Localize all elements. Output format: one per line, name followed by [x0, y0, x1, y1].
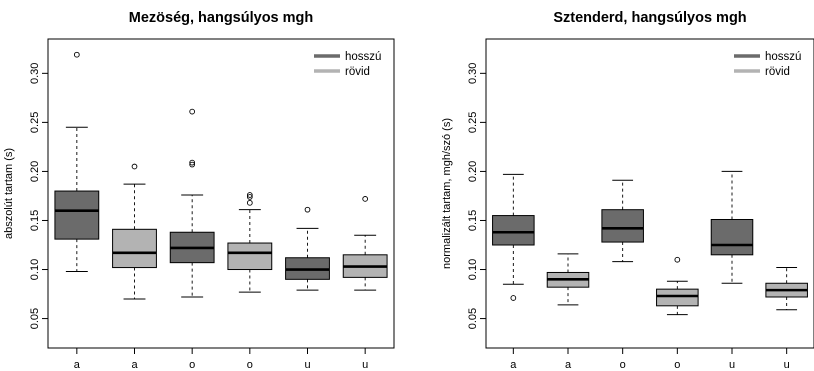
y-tick-label: 0.20 — [29, 161, 41, 182]
outlier-point — [363, 196, 368, 201]
box-iqr — [711, 219, 753, 254]
y-tick-label: 0.30 — [467, 63, 479, 84]
plot-frame — [486, 39, 814, 348]
box-2 — [113, 164, 157, 299]
legend-label: rövid — [765, 66, 790, 78]
x-tick-label: u — [304, 359, 310, 371]
legend-label: hosszú — [765, 51, 801, 63]
box-iqr — [228, 243, 272, 269]
x-tick-label: a — [565, 359, 572, 371]
box-6 — [343, 196, 387, 290]
box-1 — [493, 174, 535, 300]
box-iqr — [657, 289, 699, 306]
y-tick-label: 0.15 — [29, 210, 41, 231]
x-tick-label: o — [189, 359, 195, 371]
x-tick-label: a — [510, 359, 517, 371]
y-tick-label: 0.05 — [467, 308, 479, 329]
box-iqr — [55, 191, 99, 239]
outlier-point — [675, 257, 680, 262]
x-tick-label: o — [674, 359, 680, 371]
box-iqr — [493, 216, 535, 245]
y-tick-label: 0.05 — [29, 308, 41, 329]
y-tick-label: 0.25 — [467, 112, 479, 133]
x-tick-label: u — [729, 359, 735, 371]
box-3 — [170, 109, 214, 297]
box-5 — [286, 207, 330, 290]
box-3 — [602, 180, 644, 261]
outlier-point — [247, 200, 252, 205]
y-tick-label: 0.15 — [467, 210, 479, 231]
box-6 — [766, 268, 808, 310]
box-5 — [711, 171, 753, 283]
box-1 — [55, 52, 99, 271]
x-tick-label: u — [362, 359, 368, 371]
box-iqr — [113, 229, 157, 267]
x-tick-label: u — [784, 359, 790, 371]
y-tick-label: 0.10 — [467, 259, 479, 280]
chart-panel-2: Sztenderd, hangsúlyos mgh normalizált tar… — [441, 10, 814, 371]
outlier-point — [305, 207, 310, 212]
chart-title: Mezöség, hangsúlyos mgh — [129, 10, 314, 26]
y-tick-label: 0.10 — [29, 259, 41, 280]
y-axis-label: normalizált tartam, mgh/szó (s) — [441, 118, 453, 269]
outlier-point — [132, 164, 137, 169]
outlier-point — [190, 109, 195, 114]
x-tick-label: o — [620, 359, 626, 371]
x-tick-label: a — [74, 359, 81, 371]
x-tick-label: o — [247, 359, 253, 371]
y-tick-label: 0.20 — [467, 161, 479, 182]
outlier-point — [74, 52, 79, 57]
legend: hosszú rövid — [734, 51, 801, 78]
x-tick-label: a — [131, 359, 138, 371]
y-tick-label: 0.30 — [29, 63, 41, 84]
y-tick-label: 0.25 — [29, 112, 41, 133]
plot-frame — [48, 39, 394, 348]
legend: hosszú rövid — [314, 51, 381, 78]
outlier-point — [511, 296, 516, 301]
box-4 — [657, 257, 699, 314]
chart-title: Sztenderd, hangsúlyos mgh — [553, 10, 746, 26]
box-4 — [228, 193, 272, 293]
legend-label: rövid — [345, 66, 370, 78]
box-iqr — [602, 210, 644, 242]
legend-label: hosszú — [345, 51, 381, 63]
box-2 — [547, 254, 589, 305]
y-axis-label: abszolút tartam (s) — [3, 148, 15, 239]
chart-panel-1: Mezöség, hangsúlyos mgh abszolút tartam (… — [3, 10, 394, 371]
